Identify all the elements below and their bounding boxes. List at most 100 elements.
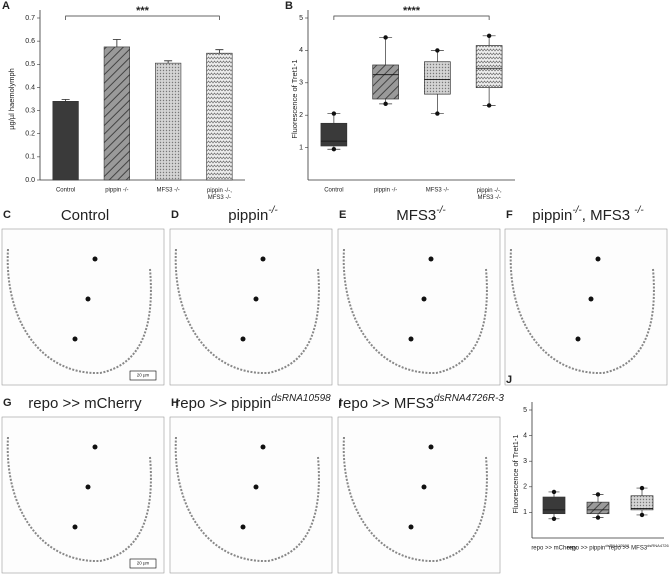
y-tick-label: 0.3 <box>25 107 35 114</box>
panel-title: Control <box>61 207 109 224</box>
nucleus <box>408 524 414 530</box>
y-tick-label: 0.0 <box>25 177 35 184</box>
nucleus <box>595 256 601 262</box>
y-tick-label: 3 <box>523 458 527 465</box>
x-tick-label: Control <box>56 188 75 194</box>
extreme-point <box>383 35 388 40</box>
tissue-outline <box>174 436 320 563</box>
extreme-point <box>551 516 557 521</box>
scale-bar <box>129 370 157 381</box>
extreme-point <box>639 512 645 518</box>
significance-label: *** <box>136 5 150 17</box>
extreme-point <box>331 111 337 116</box>
panel-title: MFS3-/- <box>396 205 446 224</box>
box <box>320 122 348 147</box>
extreme-point <box>595 515 601 520</box>
nucleus <box>240 524 246 530</box>
nucleus <box>72 524 78 530</box>
significance-label: **** <box>403 5 421 17</box>
panel-letter: F <box>506 209 513 221</box>
panel-letter: J <box>506 374 512 386</box>
nucleus <box>253 484 259 490</box>
panel-letter: I <box>339 397 342 409</box>
title-part: repo >> mCherry <box>28 395 142 412</box>
y-tick-label: 0.5 <box>25 61 35 68</box>
bar <box>52 101 79 181</box>
extreme-point <box>486 103 492 108</box>
box <box>630 495 654 511</box>
panel-letter: D <box>171 209 179 221</box>
scale-label: 20 µm <box>137 373 150 378</box>
title-superscript: dsRNA4726R-3 <box>434 393 504 404</box>
box <box>372 64 399 100</box>
micrograph <box>1 228 165 386</box>
box <box>542 496 566 515</box>
whisker <box>482 87 496 106</box>
scale-bar <box>129 558 157 569</box>
scale-label: 20 µm <box>137 561 150 566</box>
y-tick-label: 4 <box>523 432 527 439</box>
y-tick-label: 0.6 <box>25 38 35 45</box>
y-tick-label: 1 <box>523 509 527 516</box>
x-tick-label: pippin -/-, MFS3 -/- <box>477 188 502 201</box>
micrograph <box>504 228 668 386</box>
nucleus <box>588 296 594 302</box>
title-superscript: -/- <box>268 205 278 216</box>
bar <box>103 46 130 181</box>
tissue-outline <box>6 436 152 563</box>
x-tick-label: pippin -/- <box>374 188 397 194</box>
y-axis-label: µg/µl haemolymph <box>7 68 16 130</box>
panel-letter: E <box>339 209 346 221</box>
micrograph <box>337 228 501 386</box>
nucleus <box>428 256 434 262</box>
nucleus <box>408 336 414 342</box>
title-part: MFS3 <box>396 207 436 224</box>
nucleus <box>421 484 427 490</box>
panel-title: pippin-/-, MFS3 -/- <box>532 205 644 224</box>
title-part: Control <box>61 207 109 224</box>
title-part: pippin <box>228 207 268 224</box>
x-tick-label: pippin -/- <box>105 188 128 194</box>
error-bar <box>61 99 70 102</box>
whisker <box>379 37 393 65</box>
y-tick-label: 4 <box>299 47 303 54</box>
error-bar <box>112 39 121 47</box>
extreme-point <box>383 101 388 107</box>
bar <box>206 52 233 181</box>
nucleus <box>85 484 91 490</box>
panel-title: repo >> pippindsRNA10598 <box>175 393 331 412</box>
bar <box>155 62 182 181</box>
title-part: , MFS3 <box>582 207 635 224</box>
title-superscript: -/- <box>634 205 644 216</box>
label-line: pippin -/-, <box>477 188 502 194</box>
nucleus <box>421 296 427 302</box>
tissue-outline <box>509 248 655 375</box>
panel-letter: A <box>2 0 10 12</box>
y-tick-label: 0.2 <box>25 131 35 138</box>
nucleus <box>92 444 98 450</box>
x-tick-label: pippin -/-, MFS3 -/- <box>207 188 232 201</box>
extreme-point <box>435 48 440 53</box>
tissue-outline <box>342 248 488 375</box>
nucleus <box>85 296 91 302</box>
extreme-point <box>639 485 645 491</box>
error-bar <box>215 49 224 54</box>
extreme-point <box>551 489 557 495</box>
micrograph <box>337 416 501 574</box>
nucleus <box>575 336 581 342</box>
nucleus <box>72 336 78 342</box>
y-tick-label: 0.7 <box>25 15 35 22</box>
panel-title: repo >> mCherry <box>28 395 142 412</box>
extreme-point <box>435 111 440 116</box>
title-part: repo >> MFS3 <box>338 395 434 412</box>
panel-title: pippin-/- <box>228 205 278 224</box>
y-tick-label: 0.1 <box>25 154 35 161</box>
x-tick-label: Control <box>324 188 343 194</box>
label-line: MFS3 -/- <box>477 195 500 201</box>
extreme-point <box>486 33 492 39</box>
label-line: pippin -/-, <box>207 188 232 194</box>
title-superscript: dsRNA10598 <box>271 393 331 404</box>
extreme-point <box>595 492 601 497</box>
y-tick-label: 2 <box>299 112 303 119</box>
title-part: pippin <box>532 207 572 224</box>
